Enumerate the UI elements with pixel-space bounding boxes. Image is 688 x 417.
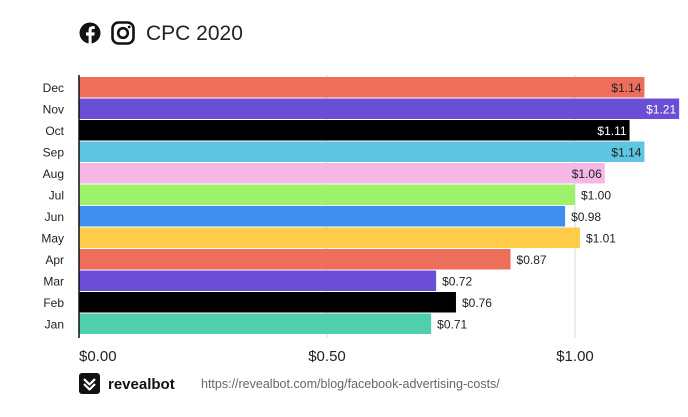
- category-labels: Dec Nov Oct Sep Aug Jul Jun May Apr Mar Feb Jan: [41, 81, 64, 332]
- category-label-feb: Feb: [43, 296, 64, 310]
- category-label-apr: Apr: [45, 253, 64, 267]
- value-labels: $1.14 $1.21 $1.11 $1.14 $1.06 $1.00 $0.98 $1.01…: [437, 81, 676, 332]
- bar-may: [79, 227, 580, 248]
- value-label-dec: $1.14: [611, 81, 641, 95]
- source-url[interactable]: https://revealbot.com/blog/facebook-adve…: [201, 377, 500, 391]
- x-axis: $0.00 $0.50 $1.00: [78, 75, 594, 365]
- category-label-aug: Aug: [43, 167, 64, 181]
- facebook-icon: [79, 22, 101, 44]
- value-label-may: $1.01: [586, 231, 616, 245]
- bar-oct: [79, 120, 630, 141]
- bar-dec: [79, 77, 645, 98]
- revealbot-logo-icon: [79, 373, 100, 394]
- bar-feb: [79, 292, 456, 313]
- bar-mar: [79, 270, 437, 291]
- chart-footer: revealbot https://revealbot.com/blog/fac…: [79, 373, 500, 394]
- category-label-jun: Jun: [45, 210, 64, 224]
- bar-jun: [79, 206, 566, 227]
- value-label-oct: $1.11: [597, 124, 626, 138]
- brand-name: revealbot: [108, 376, 175, 393]
- bar-aug: [79, 163, 605, 184]
- bar-nov: [79, 98, 680, 119]
- bar-jul: [79, 184, 575, 205]
- value-label-feb: $0.76: [462, 296, 492, 310]
- value-label-jul: $1.00: [581, 188, 611, 202]
- value-label-nov: $1.21: [646, 102, 676, 116]
- tick-label: $1.00: [556, 348, 594, 365]
- value-label-mar: $0.72: [442, 274, 472, 288]
- value-label-jan: $0.71: [437, 317, 467, 331]
- bar-apr: [79, 249, 511, 270]
- tick-label: $0.50: [308, 348, 346, 365]
- value-label-sep: $1.14: [611, 145, 641, 159]
- category-label-jan: Jan: [45, 317, 64, 331]
- tick-label: $0.00: [79, 348, 117, 365]
- instagram-icon: [111, 21, 135, 45]
- category-label-mar: Mar: [43, 274, 64, 288]
- bars: [79, 77, 680, 334]
- category-label-nov: Nov: [43, 102, 64, 116]
- category-label-jul: Jul: [49, 188, 64, 202]
- bar-sep: [79, 141, 645, 162]
- bar-jan: [79, 313, 432, 334]
- value-label-apr: $0.87: [517, 253, 547, 267]
- category-label-may: May: [41, 231, 64, 245]
- chart-title: CPC 2020: [146, 22, 243, 45]
- value-label-aug: $1.06: [572, 167, 602, 181]
- category-label-dec: Dec: [43, 81, 64, 95]
- chart-header: CPC 2020: [79, 21, 243, 45]
- value-label-jun: $0.98: [571, 210, 601, 224]
- category-label-sep: Sep: [43, 145, 65, 159]
- category-label-oct: Oct: [45, 124, 64, 138]
